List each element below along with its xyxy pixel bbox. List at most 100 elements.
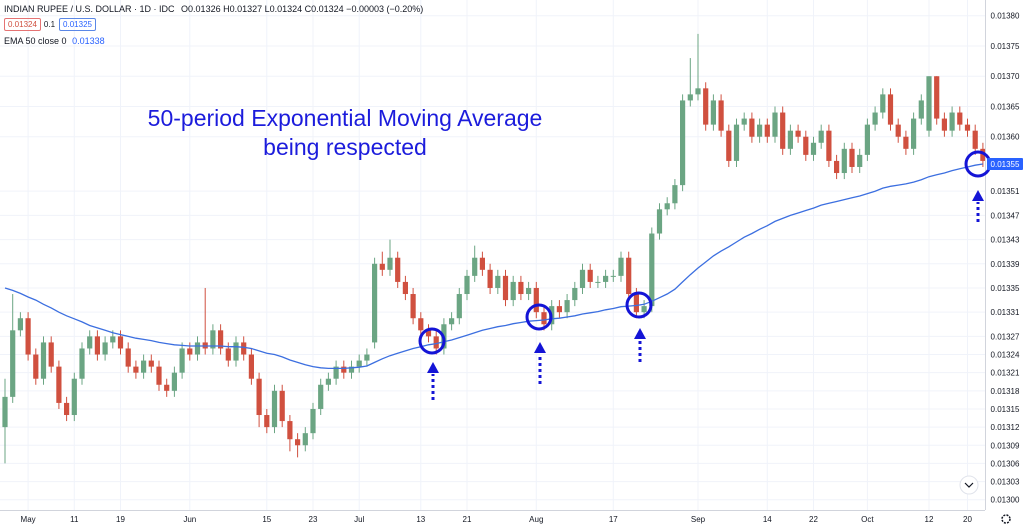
candle-body xyxy=(926,76,932,131)
x-tick-label: Oct xyxy=(861,515,874,524)
y-tick-label: 0.01375 xyxy=(991,42,1020,51)
candle-body xyxy=(649,233,655,307)
candle-body xyxy=(510,281,516,301)
candle-body xyxy=(395,257,401,282)
candle-body xyxy=(225,348,231,361)
candle-body xyxy=(941,118,947,131)
candle-body xyxy=(564,300,570,313)
scroll-button[interactable] xyxy=(959,475,979,495)
candle-body xyxy=(803,136,809,155)
x-tick-label: Sep xyxy=(691,515,706,524)
circle xyxy=(964,150,992,178)
candle-body xyxy=(872,112,878,125)
candle-body xyxy=(256,378,262,416)
candle-body xyxy=(318,384,324,409)
candle-body xyxy=(672,185,678,204)
y-tick-label: 0.01309 xyxy=(991,441,1020,450)
candle-body xyxy=(56,366,62,403)
x-tick-label: 22 xyxy=(809,515,818,524)
plot xyxy=(2,33,986,464)
circle xyxy=(625,291,653,319)
candle-body xyxy=(179,348,185,373)
candle-body xyxy=(148,360,154,367)
candle-body xyxy=(618,257,624,276)
candle-body xyxy=(341,366,347,373)
candle-body xyxy=(680,100,686,186)
candle-body xyxy=(410,294,416,319)
candle-body xyxy=(633,294,639,313)
candle-body xyxy=(279,390,285,422)
candle-body xyxy=(626,257,632,295)
x-tick-label: 15 xyxy=(262,515,271,524)
candle-body xyxy=(834,160,840,174)
candle-body xyxy=(171,372,177,391)
candle-body xyxy=(248,354,254,379)
y-tick-label: 0.01380 xyxy=(991,12,1020,21)
candle-body xyxy=(40,342,47,379)
candle-body xyxy=(17,318,23,331)
arrow-head xyxy=(972,190,984,201)
candle-body xyxy=(579,269,586,288)
candle-body xyxy=(333,366,339,379)
scroll-icon xyxy=(964,482,974,488)
candle-body xyxy=(641,306,647,313)
y-tick-label: 0.01339 xyxy=(991,260,1020,269)
candle-body xyxy=(887,94,894,125)
candle-body xyxy=(2,396,8,428)
candle-body xyxy=(194,342,201,355)
x-tick-label: 11 xyxy=(70,515,79,524)
candle-body xyxy=(964,124,971,131)
candle-body xyxy=(110,336,116,343)
x-tick-label: 17 xyxy=(609,515,618,524)
candle-body xyxy=(187,348,193,355)
x-tick-label: 13 xyxy=(416,515,425,524)
candle-body xyxy=(348,366,355,373)
candle-body xyxy=(980,148,986,161)
ask[interactable]: 0.01325 xyxy=(59,18,96,31)
candle-body xyxy=(710,100,716,125)
candle-body xyxy=(587,269,593,282)
y-tick-label: 0.01306 xyxy=(991,459,1020,468)
candle-body xyxy=(533,287,539,313)
arrow-head xyxy=(427,362,439,373)
annotation: being respected xyxy=(263,134,427,160)
candle-body xyxy=(972,130,978,149)
y-tick-label: 0.01327 xyxy=(991,332,1020,341)
candle-body xyxy=(810,142,817,155)
candle-body xyxy=(502,275,509,301)
y-tick-label: 0.01303 xyxy=(991,478,1020,487)
candle-body xyxy=(572,287,578,301)
candle-body xyxy=(10,330,16,397)
indicator-value: 0.01338 xyxy=(72,36,105,46)
y-tick-label: 0.01331 xyxy=(991,308,1020,317)
candle-body xyxy=(911,118,917,149)
candle-body xyxy=(325,378,331,385)
spread: 0.1 xyxy=(43,20,56,29)
candle-body xyxy=(841,148,847,174)
candle-body xyxy=(164,384,170,391)
candle-body xyxy=(695,88,701,95)
candle-body xyxy=(541,312,547,325)
candle-body xyxy=(456,294,462,319)
candle-body xyxy=(94,336,100,355)
candle-body xyxy=(880,94,886,113)
candle-body xyxy=(818,130,824,143)
candle-body xyxy=(849,148,855,167)
arrows xyxy=(431,202,980,400)
candle-body xyxy=(857,154,863,167)
candle-body xyxy=(295,439,301,446)
candle-body xyxy=(418,318,424,331)
candle-body xyxy=(125,348,131,367)
x-tick-label: 14 xyxy=(763,515,772,524)
candle-body xyxy=(595,281,601,283)
y-tick-label: 0.01312 xyxy=(991,423,1020,432)
x-tick-label: 21 xyxy=(463,515,472,524)
candle-body xyxy=(141,360,147,373)
candle-body xyxy=(425,330,432,337)
y-tick-label: 0.01360 xyxy=(991,133,1020,142)
candle-body xyxy=(780,112,786,149)
candle-body xyxy=(218,330,224,349)
bid[interactable]: 0.01324 xyxy=(4,18,41,31)
candle-body xyxy=(526,287,532,295)
settings-icon[interactable] xyxy=(1001,514,1011,524)
